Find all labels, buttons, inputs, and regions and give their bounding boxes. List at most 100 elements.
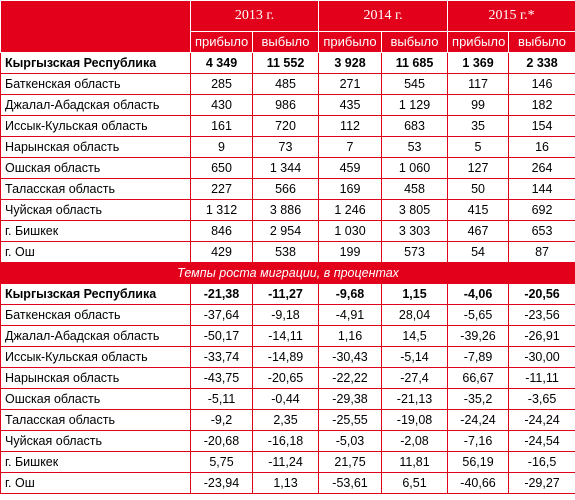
departed-value: -29,27 bbox=[508, 472, 575, 494]
departed-value: 3 886 bbox=[251, 199, 320, 221]
table-row: Ошская область 650 1 344 459 1 060 127 264 bbox=[0, 157, 575, 179]
departed-header: выбыло bbox=[508, 31, 575, 53]
table-row: Джалал-Абадская область 430 986 435 1 129 99 1… bbox=[0, 94, 575, 116]
arrived-value: 54 bbox=[447, 241, 510, 263]
year-header: 2014 г. bbox=[318, 0, 449, 32]
departed-value: 653 bbox=[508, 220, 575, 242]
arrived-value: -33,74 bbox=[190, 346, 253, 368]
table-row: Чуйская область 1 312 3 886 1 246 3 805 415 69… bbox=[0, 199, 575, 221]
subheader-row: прибыло выбыло прибыло выбыло прибыло вы… bbox=[1, 31, 575, 53]
departed-value: 545 bbox=[381, 73, 449, 95]
region-name: Ошская область bbox=[0, 157, 191, 179]
departed-value: -11,24 bbox=[251, 451, 320, 473]
table-row: г. Бишкек 846 2 954 1 030 3 303 467 653 bbox=[0, 220, 575, 242]
arrived-value: 112 bbox=[318, 115, 383, 137]
departed-value: 264 bbox=[508, 157, 575, 179]
table-row: Джалал-Абадская область -50,17 -14,11 1,16 1… bbox=[0, 325, 575, 347]
year-header: 2015 г.* bbox=[447, 0, 575, 32]
departed-value: -24,24 bbox=[508, 409, 575, 431]
region-name: Чуйская область bbox=[0, 199, 191, 221]
table-row: Иссык-Кульская область -33,74 -14,89 -30,43… bbox=[0, 346, 575, 368]
arrived-value: -7,16 bbox=[447, 430, 510, 452]
arrived-value: 5 bbox=[447, 136, 510, 158]
departed-header: выбыло bbox=[251, 31, 320, 53]
region-name: Кыргызская Республика bbox=[0, 52, 191, 74]
arrived-value: -37,64 bbox=[190, 304, 253, 326]
departed-value: -9,18 bbox=[251, 304, 320, 326]
arrived-value: 1 312 bbox=[190, 199, 253, 221]
arrived-value: -4,91 bbox=[318, 304, 383, 326]
year-header-row: 2013 г. 2014 г. 2015 г.* bbox=[0, 0, 575, 53]
departed-header: выбыло bbox=[381, 31, 449, 53]
arrived-value: 66,67 bbox=[447, 367, 510, 389]
departed-value: -3,65 bbox=[508, 388, 575, 410]
growth-rates-body: Кыргызская Республика -21,38 -11,27 -9,68 1,… bbox=[0, 283, 575, 494]
departed-value: 11 685 bbox=[381, 52, 449, 74]
departed-value: -2,08 bbox=[381, 430, 449, 452]
region-name: Иссык-Кульская область bbox=[0, 115, 191, 137]
departed-value: 566 bbox=[251, 178, 320, 200]
arrived-value: -30,43 bbox=[318, 346, 383, 368]
arrived-value: 35 bbox=[447, 115, 510, 137]
arrived-value: 4 349 bbox=[190, 52, 253, 74]
departed-value: -30,00 bbox=[508, 346, 575, 368]
arrived-value: 3 928 bbox=[318, 52, 383, 74]
arrived-value: 5,75 bbox=[190, 451, 253, 473]
departed-value: -21,13 bbox=[381, 388, 449, 410]
arrived-value: -5,11 bbox=[190, 388, 253, 410]
departed-value: -11,11 bbox=[508, 367, 575, 389]
departed-value: -16,18 bbox=[251, 430, 320, 452]
year-header: 2013 г. bbox=[189, 0, 320, 32]
arrived-value: 56,19 bbox=[447, 451, 510, 473]
region-name: Баткенская область bbox=[0, 304, 191, 326]
departed-value: 538 bbox=[251, 241, 320, 263]
arrived-value: 9 bbox=[190, 136, 253, 158]
arrived-value: -23,94 bbox=[190, 472, 253, 494]
region-name: г. Бишкек bbox=[0, 451, 191, 473]
arrived-value: -5,03 bbox=[318, 430, 383, 452]
region-name: Ошская область bbox=[0, 388, 191, 410]
arrived-value: -43,75 bbox=[190, 367, 253, 389]
region-name: Джалал-Абадская область bbox=[0, 94, 191, 116]
arrived-value: 117 bbox=[447, 73, 510, 95]
arrived-value: 430 bbox=[190, 94, 253, 116]
arrived-value: 169 bbox=[318, 178, 383, 200]
arrived-value: 199 bbox=[318, 241, 383, 263]
arrived-value: -20,68 bbox=[190, 430, 253, 452]
arrived-value: -9,2 bbox=[190, 409, 253, 431]
arrived-value: -9,68 bbox=[318, 283, 383, 305]
arrived-value: 127 bbox=[447, 157, 510, 179]
region-name: Чуйская область bbox=[0, 430, 191, 452]
region-name: г. Ош bbox=[0, 241, 191, 263]
departed-value: 73 bbox=[251, 136, 320, 158]
departed-value: 573 bbox=[381, 241, 449, 263]
arrived-header: прибыло bbox=[447, 31, 510, 53]
departed-value: 720 bbox=[251, 115, 320, 137]
table-row: Кыргызская Республика -21,38 -11,27 -9,68 1,… bbox=[0, 283, 575, 305]
departed-value: 1 060 bbox=[381, 157, 449, 179]
departed-value: 2 954 bbox=[251, 220, 320, 242]
table-row: Таласская область 227 566 169 458 50 144 bbox=[0, 178, 575, 200]
departed-value: 692 bbox=[508, 199, 575, 221]
departed-value: 14,5 bbox=[381, 325, 449, 347]
table-row: Баткенская область 285 485 271 545 117 146 bbox=[0, 73, 575, 95]
arrived-value: 1 369 bbox=[447, 52, 510, 74]
departed-value: 2,35 bbox=[251, 409, 320, 431]
table-row: Баткенская область -37,64 -9,18 -4,91 28,04-… bbox=[0, 304, 575, 326]
absolute-values-body: Кыргызская Республика 4 349 11 552 3 928 11 … bbox=[0, 52, 575, 263]
region-name: Таласская область bbox=[0, 409, 191, 431]
arrived-value: 7 bbox=[318, 136, 383, 158]
departed-value: 683 bbox=[381, 115, 449, 137]
departed-value: -11,27 bbox=[251, 283, 320, 305]
arrived-value: 415 bbox=[447, 199, 510, 221]
region-name: Кыргызская Республика bbox=[0, 283, 191, 305]
section-title: Темпы роста миграции, в процентах bbox=[0, 262, 575, 284]
departed-value: 16 bbox=[508, 136, 575, 158]
departed-value: 28,04 bbox=[381, 304, 449, 326]
arrived-value: 227 bbox=[190, 178, 253, 200]
departed-value: 11,81 bbox=[381, 451, 449, 473]
departed-value: 11 552 bbox=[251, 52, 320, 74]
section-divider: Темпы роста миграции, в процентах bbox=[0, 262, 575, 284]
departed-value: 1,15 bbox=[381, 283, 449, 305]
departed-value: 986 bbox=[251, 94, 320, 116]
